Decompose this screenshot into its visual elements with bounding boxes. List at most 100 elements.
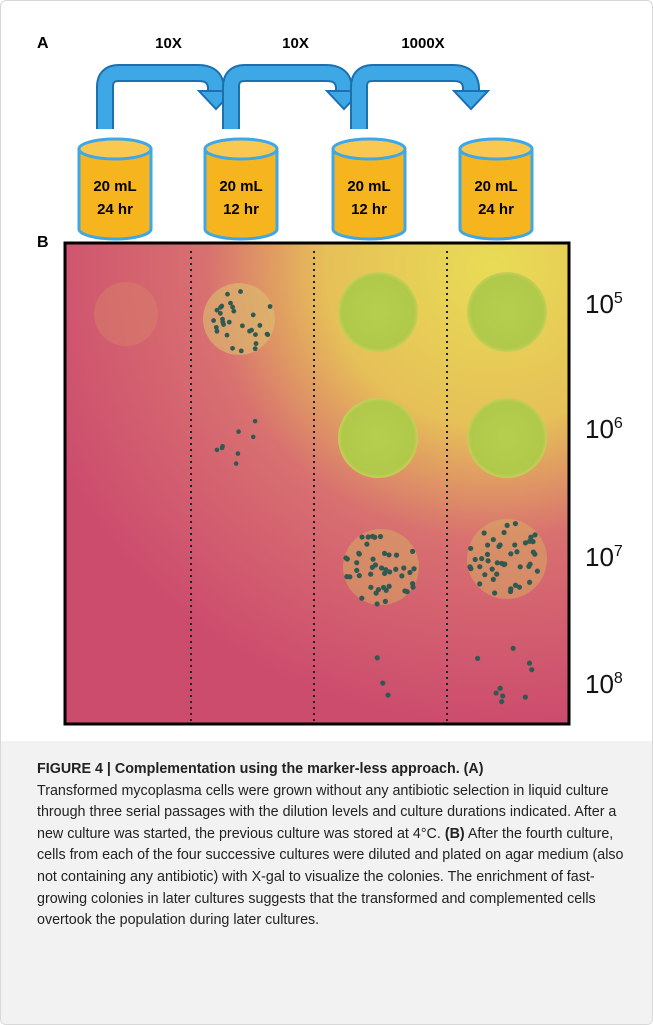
colony	[410, 549, 415, 554]
colony	[372, 535, 377, 540]
colony	[375, 655, 380, 660]
colony	[387, 569, 392, 574]
arrow-outline	[231, 73, 344, 129]
colony	[485, 552, 490, 557]
colony	[247, 329, 252, 334]
colony	[381, 585, 386, 590]
row-exponent: 5	[614, 290, 623, 307]
colony	[251, 435, 256, 440]
colony	[234, 461, 239, 466]
colony	[265, 332, 270, 337]
colony	[527, 539, 532, 544]
colony	[505, 523, 510, 528]
colony	[494, 572, 499, 577]
row-base: 10	[585, 414, 614, 444]
colony-lawn	[338, 398, 418, 478]
caption: FIGURE 4 | Complementation using the mar…	[1, 741, 652, 1024]
dilution-row-label: 106	[585, 414, 623, 444]
colony	[238, 289, 243, 294]
colony	[528, 562, 533, 567]
colony	[356, 551, 361, 556]
colony	[498, 686, 503, 691]
row-base: 10	[585, 289, 614, 319]
colony	[225, 333, 230, 338]
colony	[491, 537, 496, 542]
row-exponent: 7	[614, 543, 623, 560]
colony	[254, 341, 259, 346]
culture-volume: 20 mL	[93, 178, 136, 195]
colony-lawn	[467, 398, 547, 478]
arrow-head	[454, 91, 488, 109]
colony	[511, 646, 516, 651]
colony	[218, 311, 223, 316]
panel-label: B	[37, 234, 49, 251]
arrow-outline	[105, 73, 216, 129]
row-exponent: 8	[614, 670, 623, 687]
colony	[359, 534, 364, 539]
colony-spot	[467, 519, 547, 599]
colony	[370, 557, 375, 562]
dilution-row-label: 107	[585, 542, 623, 572]
arrow-outline	[359, 73, 471, 129]
caption-segment: (B)	[445, 826, 465, 842]
colony	[343, 555, 348, 560]
dilution-label: 10X	[155, 35, 182, 52]
colony	[368, 585, 373, 590]
colony	[467, 564, 472, 569]
colony	[236, 429, 241, 434]
colony	[411, 566, 416, 571]
colony	[485, 558, 490, 563]
colony	[251, 313, 256, 318]
row-base: 10	[585, 542, 614, 572]
colony	[215, 448, 220, 453]
colony	[219, 304, 224, 309]
caption-title: FIGURE 4 | Complementation using the mar…	[37, 761, 484, 777]
culture-duration: 24 hr	[478, 201, 514, 218]
culture-tube-top	[205, 139, 277, 159]
colony	[354, 568, 359, 573]
colony	[494, 690, 499, 695]
colony	[407, 570, 412, 575]
colony	[394, 553, 399, 558]
culture-duration: 24 hr	[97, 201, 133, 218]
culture-volume: 20 mL	[474, 178, 517, 195]
colony	[401, 565, 406, 570]
colony	[220, 444, 225, 449]
colony	[385, 692, 390, 697]
colony	[482, 572, 487, 577]
colony	[228, 301, 233, 306]
figure: A B 10X10X1000X20 mL24 hr20 mL12 hr20 mL…	[0, 0, 653, 1025]
colony	[386, 552, 391, 557]
colony	[517, 585, 522, 590]
culture-tube-top	[460, 139, 532, 159]
colony	[387, 584, 392, 589]
colony	[475, 656, 480, 661]
colony	[491, 577, 496, 582]
colony	[370, 565, 375, 570]
colony	[399, 573, 404, 578]
colony	[485, 542, 490, 547]
colony	[482, 530, 487, 535]
colony	[211, 318, 216, 323]
colony	[368, 572, 373, 577]
colony	[354, 560, 359, 565]
colony	[523, 694, 528, 699]
colony	[527, 661, 532, 666]
colony	[531, 550, 536, 555]
culture-duration: 12 hr	[351, 201, 387, 218]
colony	[375, 601, 380, 606]
colony	[497, 542, 502, 547]
colony	[513, 521, 518, 526]
colony	[383, 599, 388, 604]
dilution-label: 1000X	[401, 35, 444, 52]
dilution-label: 10X	[282, 35, 309, 52]
colony	[500, 693, 505, 698]
colony	[518, 564, 523, 569]
colony	[268, 304, 273, 309]
row-exponent: 6	[614, 415, 623, 432]
culture-tube-top	[333, 139, 405, 159]
colony	[364, 542, 369, 547]
colony	[405, 589, 410, 594]
colony	[253, 346, 258, 351]
